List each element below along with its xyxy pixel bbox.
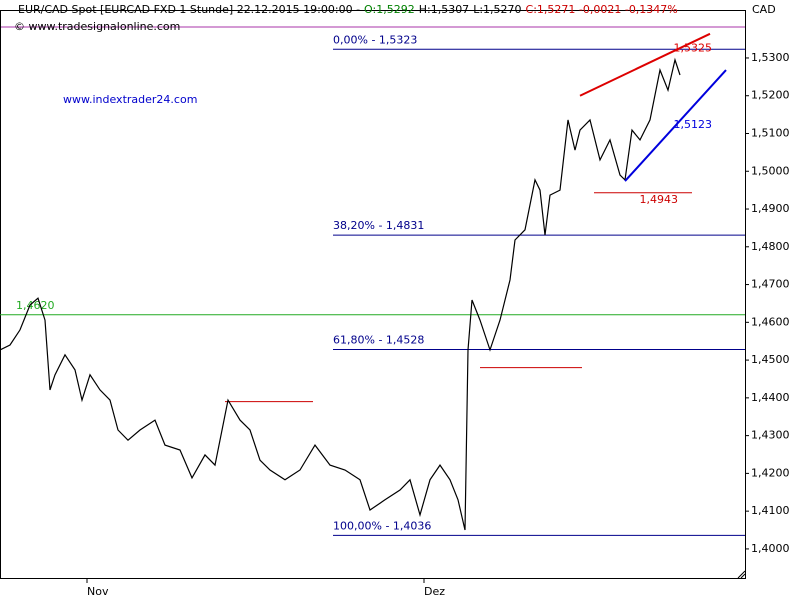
price-line bbox=[0, 57, 681, 531]
level-label: 100,00% - 1,4036 bbox=[333, 519, 431, 532]
y-tick-label: 1,4500 bbox=[751, 353, 790, 366]
y-tick-label: 1,4100 bbox=[751, 504, 790, 517]
quote-item: O:1,5292 bbox=[364, 3, 415, 16]
y-tick-label: 1,4300 bbox=[751, 429, 790, 442]
y-tick-label: 1,4900 bbox=[751, 202, 790, 215]
level-label: 61,80% - 1,4528 bbox=[333, 334, 424, 347]
header: EUR/CAD Spot [EURCAD FXD 1 Stunde] 22.12… bbox=[18, 3, 360, 16]
axis-unit: CAD bbox=[752, 3, 776, 16]
level-label: 1,4943 bbox=[640, 193, 679, 206]
level-label: 38,20% - 1,4831 bbox=[333, 219, 424, 232]
quote-item: L:1,5270 bbox=[473, 3, 521, 16]
y-tick-label: 1,4800 bbox=[751, 240, 790, 253]
quote-item: C:1,5271 -0,0021 -0,1347% bbox=[526, 3, 678, 16]
x-tick-label: Nov bbox=[87, 585, 109, 598]
y-tick-label: 1,5300 bbox=[751, 51, 790, 64]
y-tick-label: 1,4200 bbox=[751, 466, 790, 479]
trend-line bbox=[624, 69, 727, 182]
level-label: 1,4620 bbox=[16, 299, 55, 312]
y-tick-label: 1,5100 bbox=[751, 126, 790, 139]
level-label: 0,00% - 1,5323 bbox=[333, 33, 417, 46]
plot-frame bbox=[0, 10, 746, 579]
quote-item: H:1,5307 bbox=[419, 3, 469, 16]
y-tick-label: 1,4600 bbox=[751, 315, 790, 328]
watermark: www.indextrader24.com bbox=[63, 93, 197, 106]
y-tick-label: 1,5200 bbox=[751, 89, 790, 102]
trend-label: 1,5325 bbox=[674, 42, 713, 55]
x-tick-label: Dez bbox=[424, 585, 445, 598]
trend-line bbox=[579, 32, 711, 97]
y-tick-label: 1,5000 bbox=[751, 164, 790, 177]
y-tick-label: 1,4400 bbox=[751, 391, 790, 404]
y-tick-label: 1,4700 bbox=[751, 278, 790, 291]
y-tick-label: 1,4000 bbox=[751, 542, 790, 555]
trend-label: 1,5123 bbox=[674, 118, 713, 131]
resize-grip bbox=[737, 570, 746, 579]
source: © www.tradesignalonline.com bbox=[14, 20, 180, 33]
